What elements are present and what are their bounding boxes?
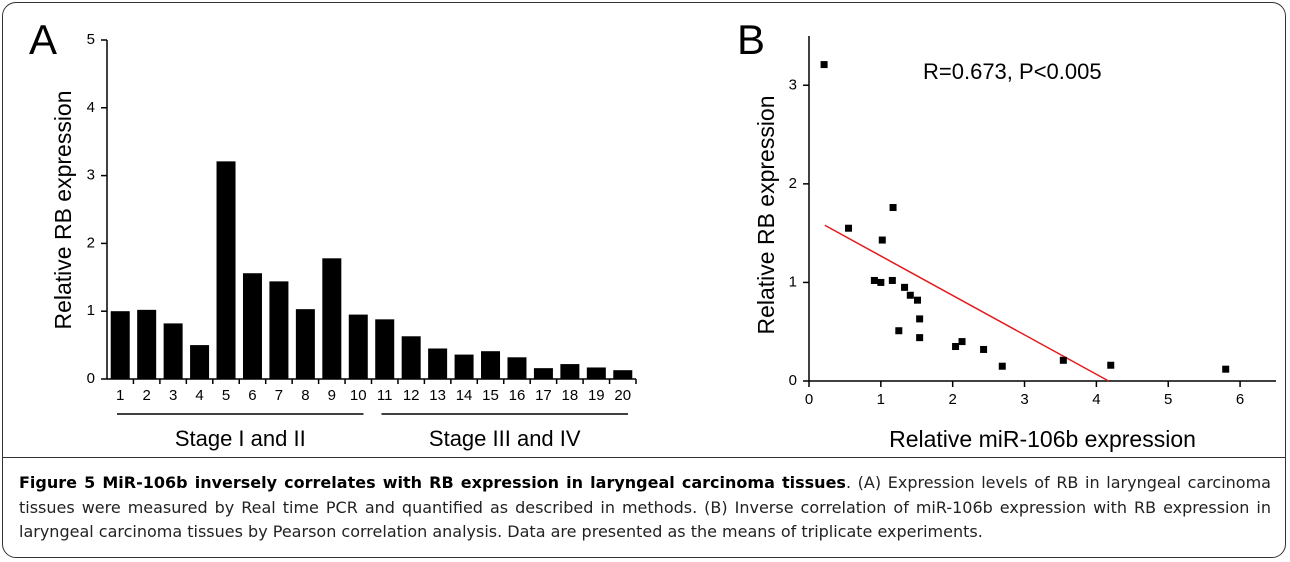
- bar: [560, 364, 580, 379]
- x-tick-label: 6: [248, 387, 256, 404]
- y-tick-label: 4: [87, 99, 95, 116]
- x-axis-label: Relative miR-106b expression: [889, 426, 1196, 452]
- y-tick-label: 0: [789, 372, 797, 389]
- bar: [242, 273, 262, 379]
- x-tick-label: 18: [562, 387, 579, 404]
- point: [878, 236, 886, 244]
- x-tick-label: 13: [429, 387, 446, 404]
- bar: [348, 314, 368, 379]
- point: [845, 224, 853, 232]
- y-axis-label: Relative RB expression: [753, 95, 779, 334]
- y-tick-label: 0: [87, 370, 95, 387]
- x-tick-label: 6: [1236, 391, 1244, 408]
- x-tick-label: 12: [403, 387, 420, 404]
- bar: [481, 351, 501, 379]
- y-tick-label: 3: [789, 76, 797, 93]
- point: [820, 61, 828, 69]
- x-tick-label: 15: [482, 387, 499, 404]
- panel-label: B: [737, 16, 765, 63]
- panel-label: A: [29, 16, 57, 63]
- bar: [190, 345, 210, 379]
- caption: Figure 5 MiR-106b inversely correlates w…: [19, 471, 1271, 545]
- bar: [586, 367, 606, 379]
- caption-text: . (A) Expression levels of RB in larynge…: [19, 473, 1271, 541]
- bar: [454, 354, 474, 379]
- bar: [507, 357, 527, 379]
- x-tick-label: 4: [195, 387, 203, 404]
- x-tick-label: 17: [535, 387, 552, 404]
- x-tick-label: 3: [1020, 391, 1028, 408]
- y-tick-label: 2: [87, 234, 95, 251]
- x-tick-label: 20: [614, 387, 631, 404]
- fit-line: [824, 224, 1109, 382]
- y-axis-label: Relative RB expression: [50, 90, 76, 329]
- y-tick-label: 5: [87, 31, 95, 48]
- x-tick-label: 4: [1092, 391, 1100, 408]
- point: [1222, 365, 1230, 373]
- x-tick-label: 8: [301, 387, 309, 404]
- bar: [137, 309, 157, 379]
- point: [958, 338, 966, 346]
- x-tick-label: 1: [116, 387, 124, 404]
- x-tick-label: 5: [222, 387, 230, 404]
- point: [870, 276, 878, 284]
- y-tick-label: 3: [87, 167, 95, 184]
- point: [1107, 361, 1115, 369]
- bar: [269, 281, 289, 379]
- stage-label: Stage III and IV: [429, 426, 581, 451]
- point: [998, 362, 1006, 370]
- separator: [3, 457, 1285, 458]
- bar: [322, 258, 342, 379]
- y-tick-label: 1: [789, 273, 797, 290]
- point: [980, 345, 988, 353]
- x-tick-label: 7: [275, 387, 283, 404]
- x-tick-label: 2: [949, 391, 957, 408]
- bar: [163, 323, 183, 379]
- bar: [375, 319, 395, 379]
- point: [1059, 356, 1067, 364]
- x-tick-label: 11: [377, 387, 393, 404]
- x-tick-label: 3: [169, 387, 177, 404]
- stage-label: Stage I and II: [175, 426, 306, 451]
- bar: [533, 368, 553, 379]
- point: [888, 276, 896, 284]
- bar: [428, 348, 448, 379]
- x-tick-label: 2: [143, 387, 151, 404]
- point: [906, 291, 914, 299]
- stat-annotation: R=0.673, P<0.005: [923, 59, 1102, 84]
- point: [877, 278, 885, 286]
- bar: [110, 311, 130, 379]
- caption-title: Figure 5 MiR-106b inversely correlates w…: [19, 473, 846, 492]
- x-tick-label: 9: [328, 387, 336, 404]
- x-tick-label: 19: [588, 387, 605, 404]
- y-tick-label: 1: [87, 302, 95, 319]
- x-tick-label: 16: [509, 387, 526, 404]
- y-tick-label: 2: [789, 175, 797, 192]
- x-tick-label: 1: [877, 391, 885, 408]
- x-tick-label: 5: [1164, 391, 1172, 408]
- bar: [613, 370, 633, 379]
- bar: [216, 161, 236, 379]
- bar: [295, 309, 315, 379]
- x-tick-label: 0: [805, 391, 813, 408]
- point: [952, 343, 960, 350]
- point: [895, 327, 903, 335]
- point: [916, 334, 924, 342]
- point: [916, 315, 924, 323]
- point: [901, 283, 909, 291]
- x-tick-label: 10: [350, 387, 367, 404]
- point: [889, 204, 897, 212]
- bar: [401, 336, 421, 379]
- x-tick-label: 14: [456, 387, 473, 404]
- point: [913, 296, 921, 304]
